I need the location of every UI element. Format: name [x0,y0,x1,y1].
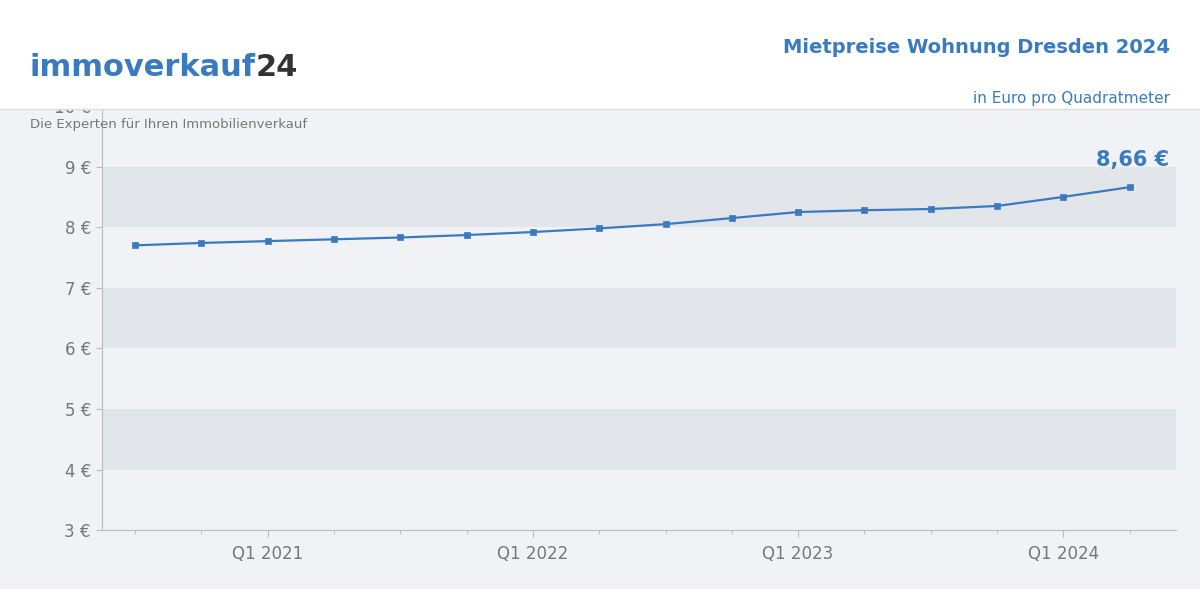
Bar [102,469,1176,530]
Bar [102,106,1176,167]
Bar [102,348,1176,409]
Text: 24: 24 [256,53,299,82]
Bar [102,288,1176,348]
Text: Die Experten für Ihren Immobilienverkauf: Die Experten für Ihren Immobilienverkauf [30,118,307,131]
Bar [102,167,1176,227]
Text: 8,66 €: 8,66 € [1097,150,1170,170]
Bar [102,409,1176,469]
Bar [102,227,1176,288]
Text: in Euro pro Quadratmeter: in Euro pro Quadratmeter [973,91,1170,106]
Text: Mietpreise Wohnung Dresden 2024: Mietpreise Wohnung Dresden 2024 [784,38,1170,57]
Text: immoverkauf: immoverkauf [30,53,256,82]
